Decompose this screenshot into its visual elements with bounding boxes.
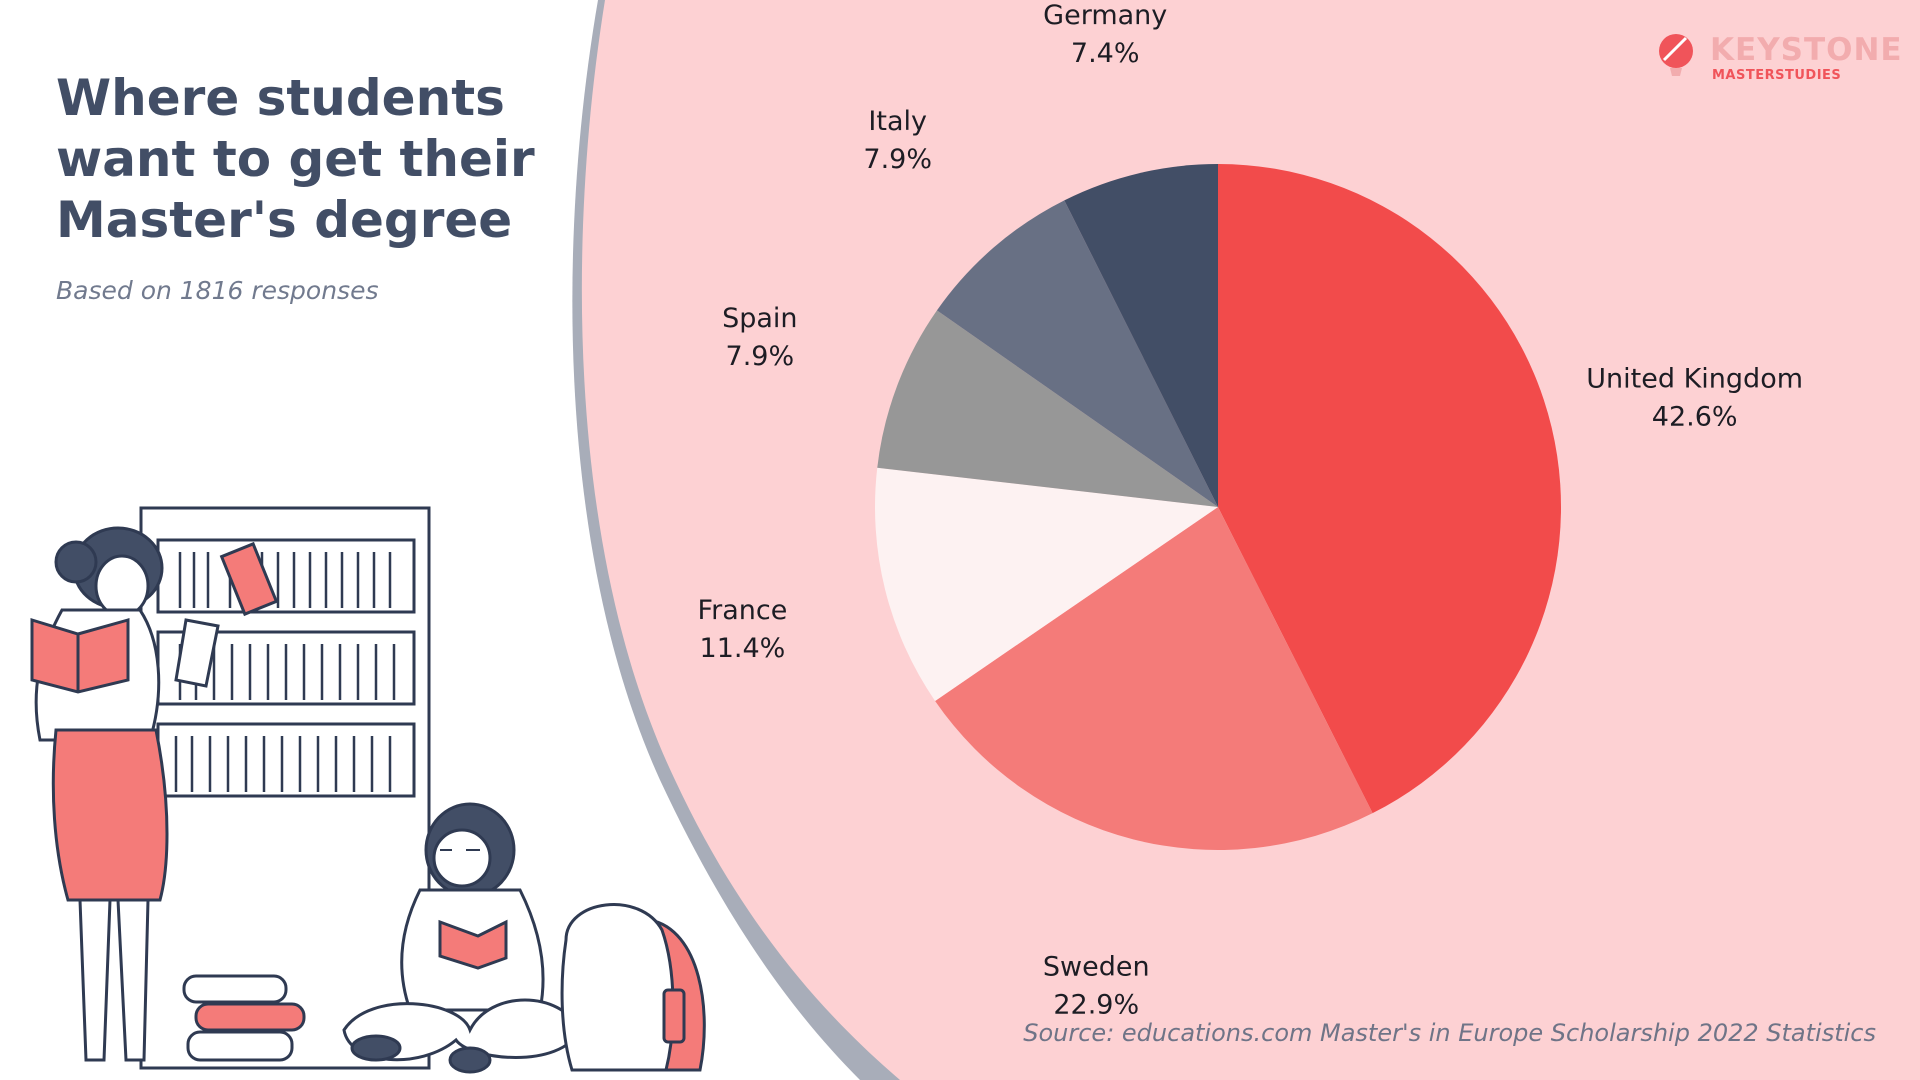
slice-label-germany: Germany [1043, 0, 1167, 31]
pie-slice-sweden [935, 507, 1373, 851]
slice-value-sweden: 22.9% [1053, 990, 1139, 1021]
standing-student-icon [30, 526, 220, 1062]
title-line-2: want to get their [56, 130, 535, 188]
slice-label-sweden: Sweden [1043, 952, 1150, 983]
pie-slice-france [875, 467, 1218, 701]
slice-value-italy: 7.9% [863, 144, 932, 175]
pie-slice-italy [936, 200, 1218, 507]
brand-name: KEYSTONE [1710, 32, 1903, 68]
slice-label-united-kingdom: United Kingdom [1586, 363, 1803, 394]
slice-value-spain: 7.9% [726, 341, 795, 372]
backpack-icon [560, 903, 706, 1072]
students-reading-illustration [30, 506, 706, 1074]
pie-slice-spain [877, 310, 1218, 507]
title-line-3: Master's degree [56, 191, 513, 249]
book-stack-icon [182, 974, 306, 1062]
source-note: Source: educations.com Master's in Europ… [1023, 1019, 1876, 1047]
slice-label-italy: Italy [868, 106, 927, 137]
sitting-student-icon [342, 802, 582, 1074]
brand-subtitle: MASTERSTUDIES [1712, 68, 1842, 83]
slice-label-spain: Spain [722, 303, 797, 334]
slice-value-france: 11.4% [700, 633, 786, 664]
title-line-1: Where students [56, 69, 505, 127]
keystone-logo[interactable]: KEYSTONE MASTERSTUDIES [1656, 32, 1902, 88]
page-title: Where students want to get their Master'… [56, 68, 576, 251]
flying-book-icon [219, 541, 279, 617]
slice-label-france: France [698, 595, 788, 626]
pie-slice-germany [1064, 164, 1218, 507]
subtitle: Based on 1816 responses [56, 276, 379, 305]
pie-slice-united-kingdom [1218, 164, 1562, 814]
slice-value-united-kingdom: 42.6% [1652, 401, 1738, 432]
bookshelf-icon [139, 506, 431, 1070]
lightbulb-logo-icon [1659, 34, 1693, 76]
slice-value-germany: 7.4% [1071, 38, 1140, 69]
